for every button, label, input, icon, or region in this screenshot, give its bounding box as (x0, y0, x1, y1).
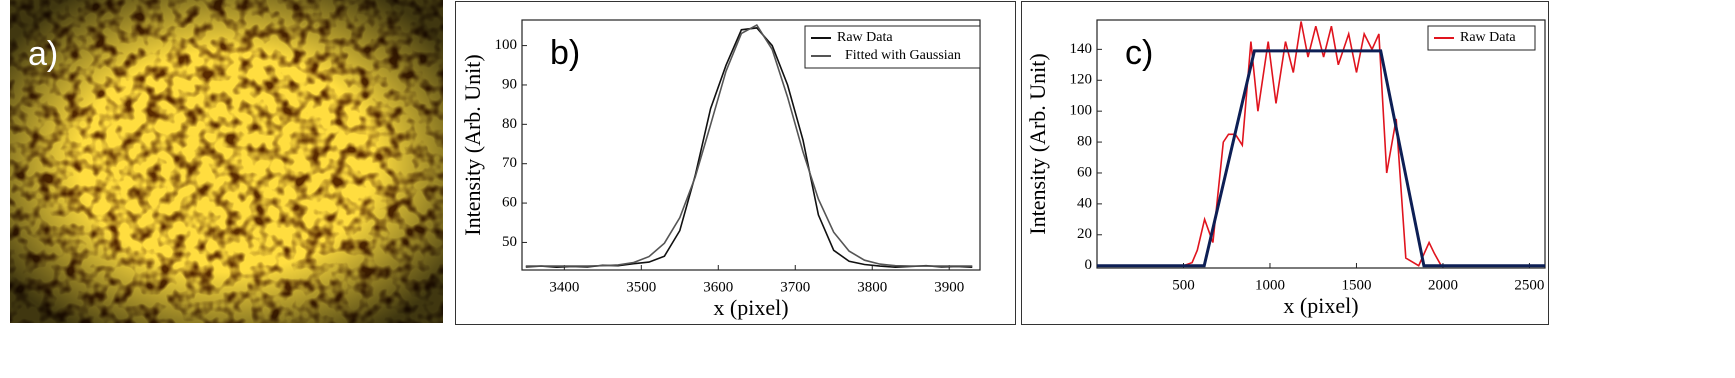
panel-frame (455, 1, 1016, 325)
plot-frame (1096, 19, 1546, 269)
legend-label: Raw Data (1460, 30, 1516, 45)
y-tick-label: 80 (1077, 134, 1092, 150)
x-tick-label: 500 (1172, 277, 1195, 293)
y-tick-label: 20 (1077, 226, 1092, 242)
x-axis-label: x (pixel) (713, 295, 788, 320)
y-tick-label: 50 (502, 234, 517, 250)
y-tick-label: 90 (502, 76, 517, 92)
y-tick-label: 60 (1077, 164, 1092, 180)
x-tick-label: 1000 (1255, 277, 1285, 293)
y-axis-label: Intensity (Arb. Unit) (1025, 53, 1050, 234)
panel-label: a) (28, 35, 58, 73)
x-tick-label: 3600 (703, 279, 733, 295)
y-tick-label: 100 (495, 37, 518, 53)
x-tick-label: 2000 (1428, 277, 1458, 293)
legend-label: Raw Data (837, 30, 893, 45)
series-line (525, 24, 973, 267)
x-tick-label: 3400 (549, 279, 579, 295)
series-line (1097, 21, 1545, 267)
plot-frame (521, 19, 981, 271)
legend-label: Fitted with Gaussian (845, 48, 961, 63)
x-tick-label: 2500 (1514, 277, 1544, 293)
y-tick-label: 0 (1085, 257, 1093, 273)
y-tick-label: 60 (502, 195, 517, 211)
x-axis-label: x (pixel) (1283, 293, 1358, 318)
panel-label: c) (1125, 34, 1153, 72)
y-tick-label: 70 (502, 155, 517, 171)
legend-box (804, 25, 981, 69)
x-tick-label: 3800 (857, 279, 887, 295)
x-tick-label: 3900 (934, 279, 964, 295)
y-tick-label: 120 (1070, 72, 1093, 88)
panel-frame (1021, 1, 1549, 325)
y-tick-label: 140 (1070, 41, 1093, 57)
speckle-image: a) (10, 0, 443, 323)
panel-label: b) (550, 34, 580, 72)
y-axis-label: Intensity (Arb. Unit) (460, 54, 485, 235)
x-tick-label: 3500 (626, 279, 656, 295)
y-tick-label: 40 (1077, 195, 1092, 211)
y-tick-label: 80 (502, 116, 517, 132)
series-line (1097, 49, 1545, 268)
x-tick-label: 3700 (780, 279, 810, 295)
x-tick-label: 1500 (1341, 277, 1371, 293)
y-tick-label: 100 (1070, 103, 1093, 119)
